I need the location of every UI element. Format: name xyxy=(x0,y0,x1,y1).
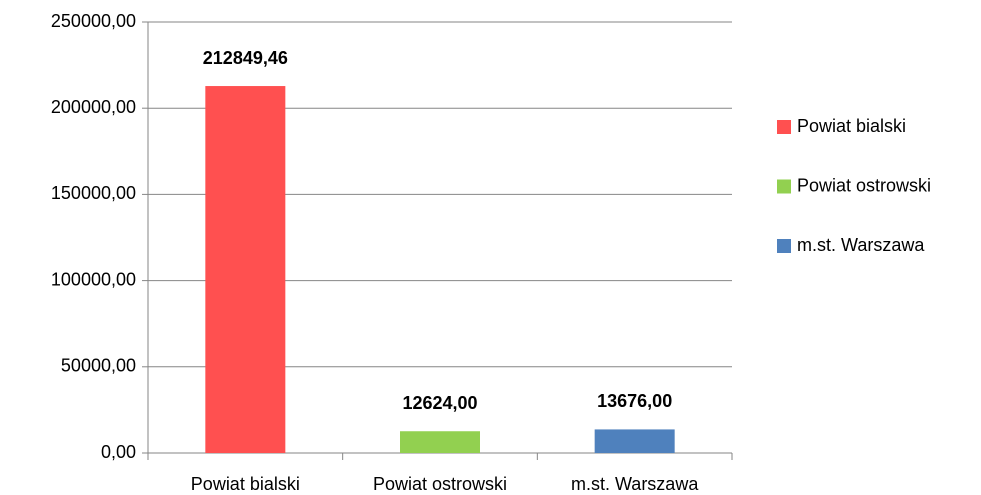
x-tick-label: Powiat bialski xyxy=(191,474,300,494)
legend-swatch xyxy=(777,120,791,134)
x-tick-label: Powiat ostrowski xyxy=(373,474,507,494)
legend-label: Powiat ostrowski xyxy=(797,175,931,195)
y-tick-label: 250000,00 xyxy=(51,11,136,31)
legend-swatch xyxy=(777,239,791,253)
bar xyxy=(400,431,480,453)
y-tick-label: 200000,00 xyxy=(51,97,136,117)
y-tick-label: 50000,00 xyxy=(61,356,136,376)
bar xyxy=(205,86,286,453)
legend-label: Powiat bialski xyxy=(797,116,906,136)
value-label: 13676,00 xyxy=(597,391,672,411)
legend-label: m.st. Warszawa xyxy=(797,235,925,255)
y-tick-label: 150000,00 xyxy=(51,183,136,203)
x-tick-label: m.st. Warszawa xyxy=(571,474,699,494)
y-tick-label: 0,00 xyxy=(101,442,136,462)
y-tick-label: 100000,00 xyxy=(51,269,136,289)
bar xyxy=(594,429,675,453)
value-label: 212849,46 xyxy=(203,48,288,68)
legend-swatch xyxy=(777,179,791,194)
value-label: 12624,00 xyxy=(402,393,477,413)
